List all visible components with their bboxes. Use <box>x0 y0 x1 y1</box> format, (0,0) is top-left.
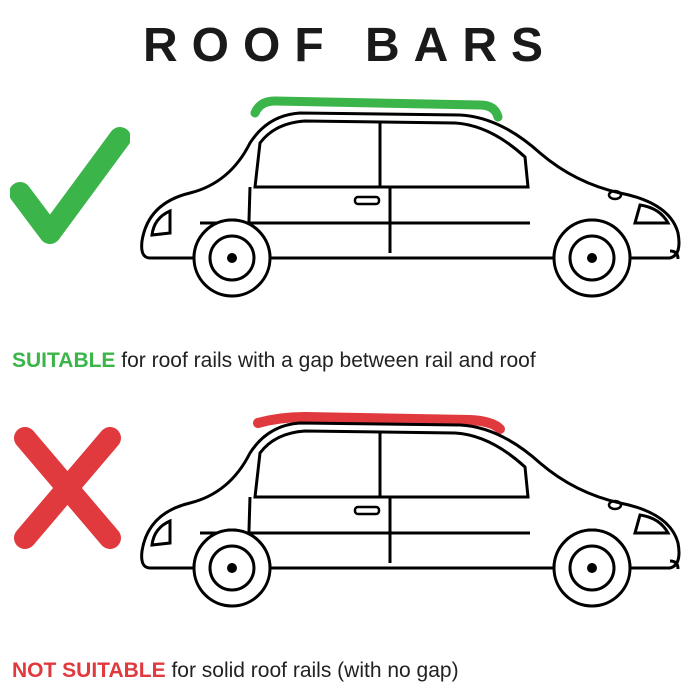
page-title: ROOF BARS <box>0 0 700 73</box>
caption-suitable: SUITABLE for roof rails with a gap betwe… <box>12 349 536 373</box>
caption-keyword-not-suitable: NOT SUITABLE <box>12 659 166 682</box>
caption-rest-suitable: for roof rails with a gap between rail a… <box>115 349 535 372</box>
car-illustration-suitable <box>130 83 690 323</box>
section-suitable: SUITABLE for roof rails with a gap betwe… <box>0 73 700 373</box>
caption-keyword-suitable: SUITABLE <box>12 349 115 372</box>
check-icon <box>10 123 130 258</box>
section-not-suitable: NOT SUITABLE for solid roof rails (with … <box>0 383 700 683</box>
caption-not-suitable: NOT SUITABLE for solid roof rails (with … <box>12 659 459 683</box>
car-illustration-not-suitable <box>130 393 690 633</box>
cross-icon <box>10 423 125 558</box>
caption-rest-not-suitable: for solid roof rails (with no gap) <box>166 659 459 682</box>
